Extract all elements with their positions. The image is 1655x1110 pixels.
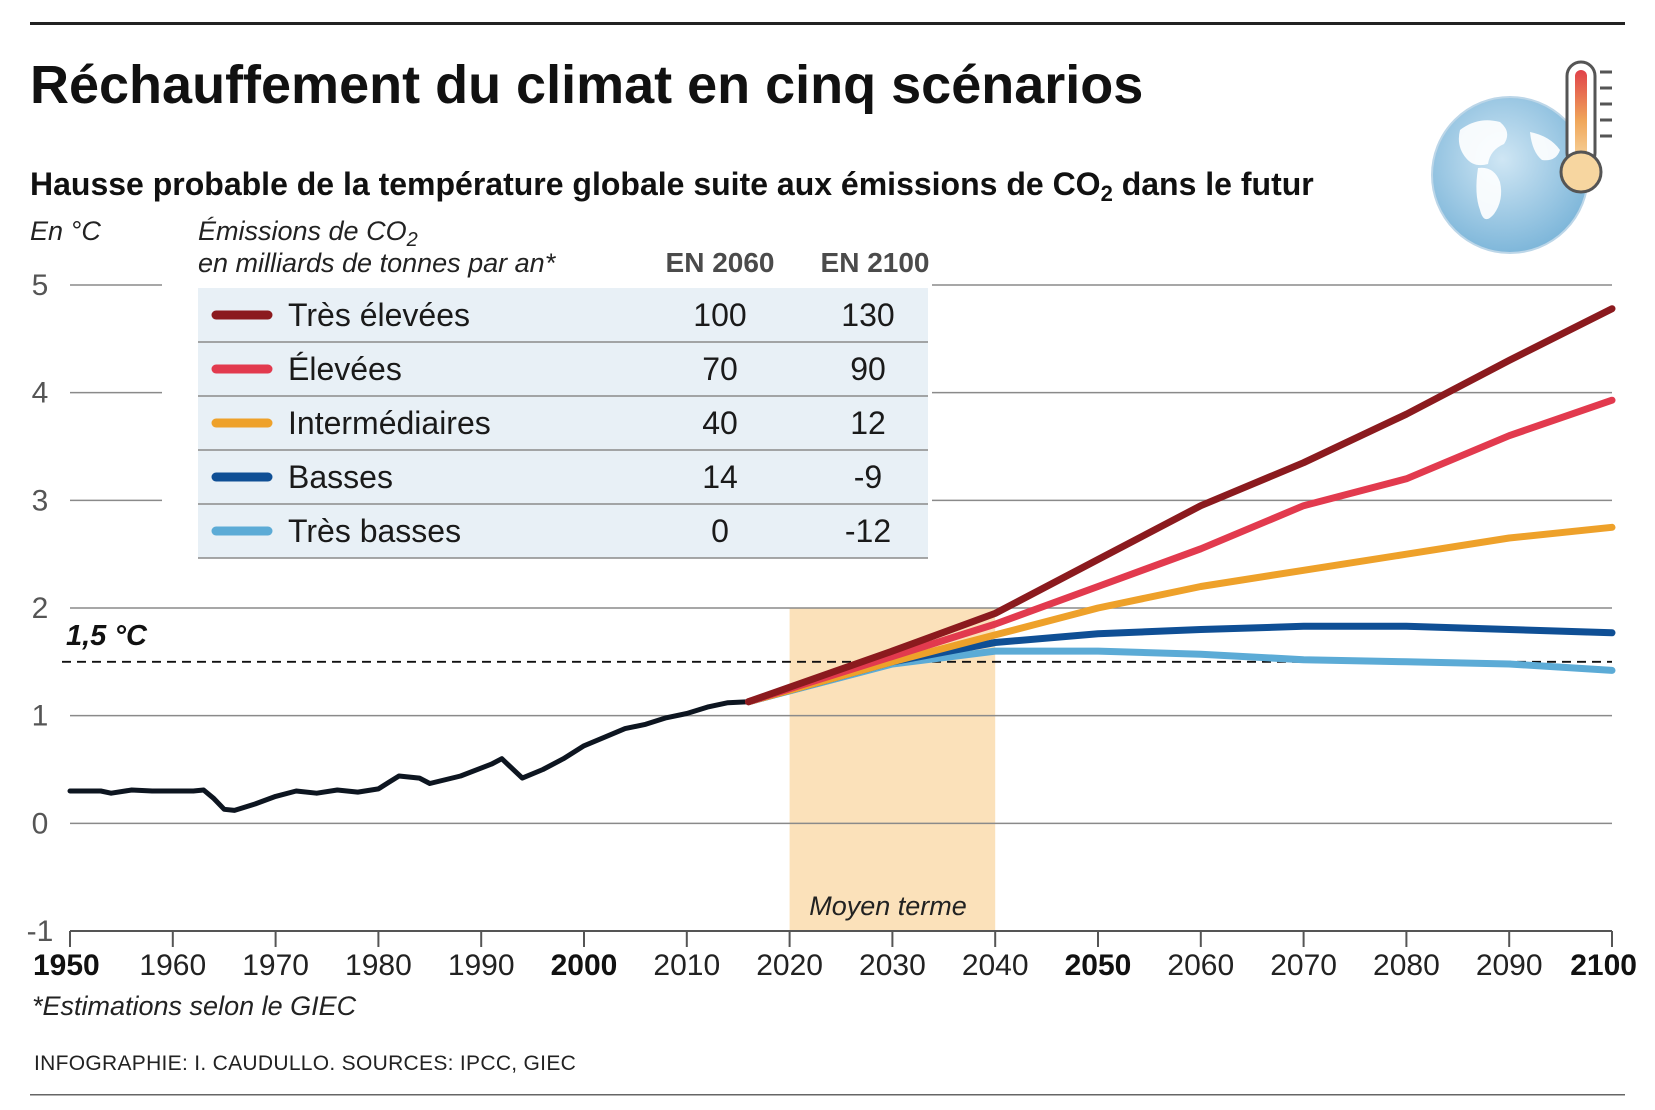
y-tick-label: 3 <box>32 484 49 517</box>
legend-value-2100: 12 <box>850 405 886 441</box>
top-rule <box>30 22 1625 25</box>
shaded-period-label: Moyen terme <box>809 891 967 921</box>
legend-value-2100: -9 <box>854 459 882 495</box>
chart-title: Réchauffement du climat en cinq scénario… <box>30 55 1143 115</box>
series-line-5 <box>745 647 1616 706</box>
legend-value-2060: 14 <box>702 459 738 495</box>
legend-table: Émissions de CO2 en milliards de tonnes … <box>162 216 932 559</box>
legend-body <box>198 288 928 558</box>
legend-col-2100: EN 2100 <box>821 247 930 278</box>
series-line-3 <box>745 523 1616 706</box>
legend-col-2060: EN 2060 <box>666 247 775 278</box>
series-line-historical <box>67 699 751 813</box>
axes: 1950 1960 1970 1980 1990 2000 2010 2020 2030 2040… <box>33 930 1637 982</box>
legend-value-2060: 0 <box>711 513 729 549</box>
reference-label: 1,5 °C <box>66 620 148 652</box>
x-tick-label: 2020 <box>756 949 823 982</box>
series-line-2 <box>745 396 1616 706</box>
x-tick-label: 1980 <box>345 949 412 982</box>
x-tick-label: 1990 <box>448 949 515 982</box>
x-tick-label: 2100 <box>1570 949 1637 982</box>
chart-subtitle: Hausse probable de la température global… <box>30 166 1314 206</box>
legend-header-line2: en milliards de tonnes par an* <box>198 248 557 278</box>
legend-value-2060: 100 <box>693 297 746 333</box>
x-tick-label: 2010 <box>653 949 720 982</box>
y-axis-unit: En °C <box>30 216 101 246</box>
x-tick-label: 2090 <box>1476 949 1543 982</box>
legend-header-line1: Émissions de CO2 <box>198 216 418 251</box>
x-tick-label: 2000 <box>551 949 618 982</box>
series-line-1 <box>745 305 1616 706</box>
bottom-rule <box>30 1094 1625 1096</box>
legend-label: Élevées <box>288 351 402 387</box>
x-tick-label: 1950 <box>33 949 100 982</box>
credit: INFOGRAPHIE: I. CAUDULLO. SOURCES: IPCC,… <box>34 1052 576 1075</box>
y-tick-label: 0 <box>32 807 49 840</box>
x-tick-label: 2060 <box>1167 949 1234 982</box>
legend-value-2060: 40 <box>702 405 738 441</box>
gridlines: 5 4 3 2 1 0 -1 <box>27 269 1612 948</box>
x-tick-label: 2030 <box>859 949 926 982</box>
legend-value-2100: 90 <box>850 351 886 387</box>
footnote: *Estimations selon le GIEC <box>32 991 357 1021</box>
series-lines <box>67 305 1616 813</box>
y-tick-label: 4 <box>32 377 49 410</box>
globe-thermometer-icon <box>1431 60 1612 254</box>
x-tick-label: 2080 <box>1373 949 1440 982</box>
x-tick-label: 1960 <box>139 949 206 982</box>
legend-value-2100: -12 <box>845 513 891 549</box>
legend-label: Intermédiaires <box>288 405 491 441</box>
y-tick-label: 2 <box>32 592 49 625</box>
legend-label: Très élevées <box>288 297 470 333</box>
x-tick-label: 2050 <box>1065 949 1132 982</box>
x-tick-label: 2070 <box>1270 949 1337 982</box>
legend-label: Très basses <box>288 513 461 549</box>
x-tick-label: 2040 <box>962 949 1029 982</box>
y-tick-label: 1 <box>32 700 49 733</box>
x-tick-label: 1970 <box>242 949 309 982</box>
legend-label: Basses <box>288 459 393 495</box>
legend-value-2100: 130 <box>841 297 894 333</box>
legend-value-2060: 70 <box>702 351 738 387</box>
y-tick-label: -1 <box>27 915 54 948</box>
y-tick-label: 5 <box>32 269 49 302</box>
